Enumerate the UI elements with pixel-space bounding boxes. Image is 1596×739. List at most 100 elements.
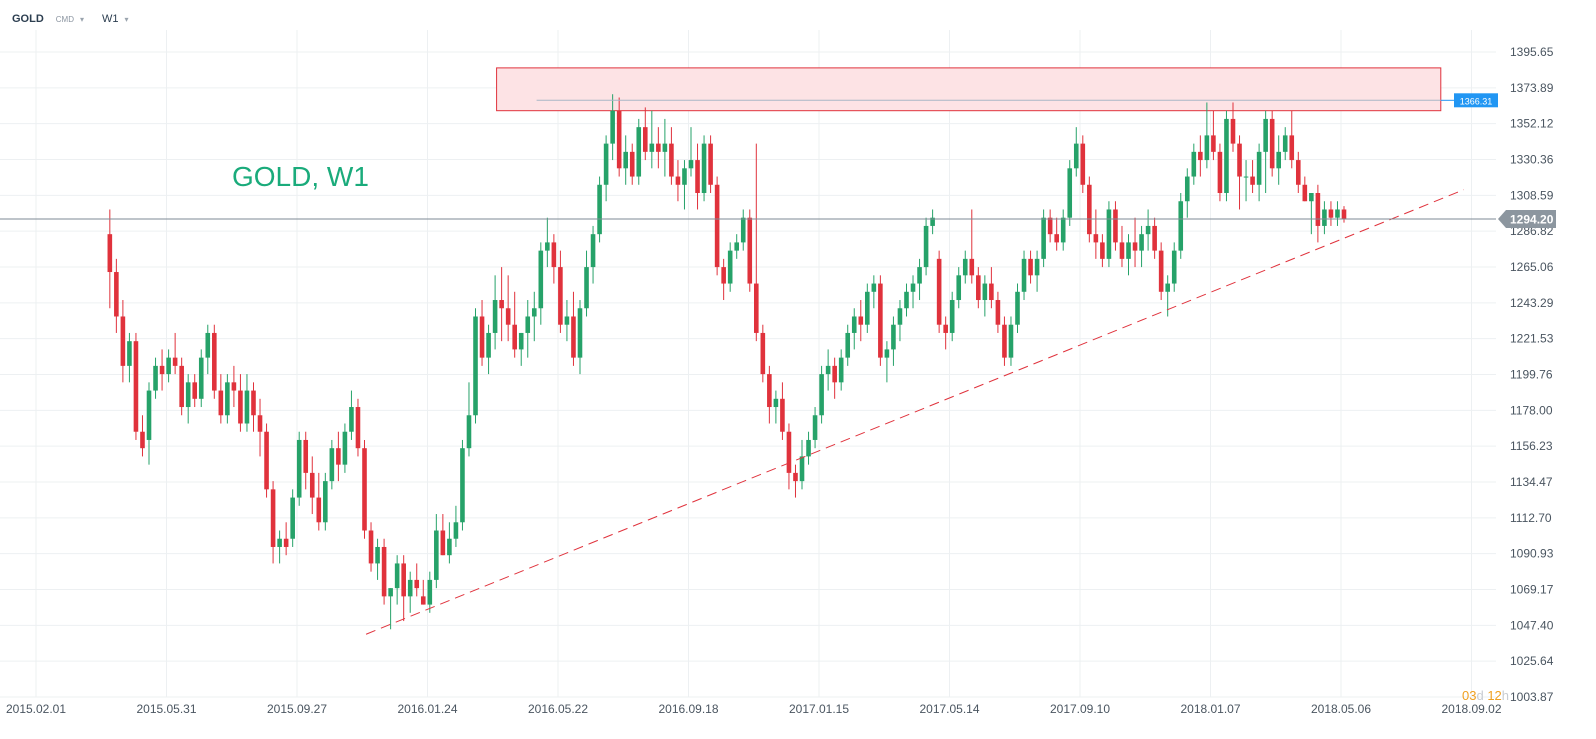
candle-bearish: [721, 267, 726, 284]
candle-bullish: [1224, 118, 1229, 194]
candle-bullish: [323, 481, 328, 523]
candle-bullish: [1041, 217, 1046, 259]
candle-bullish: [812, 415, 818, 440]
level-price-tag: [1454, 93, 1498, 108]
candle-bearish: [401, 563, 406, 597]
candle-bullish: [865, 291, 870, 325]
y-tick-label: 1352.12: [1510, 117, 1554, 131]
axis-layer: 1395.651373.891352.121330.361308.591286.…: [6, 45, 1556, 716]
candle-bullish: [1145, 225, 1151, 235]
candle-bullish: [277, 538, 282, 547]
candle-bullish: [825, 365, 831, 375]
candle-bullish: [427, 579, 433, 605]
overlay-layer: 1366.31: [0, 93, 1498, 635]
candle-bearish: [995, 300, 1001, 325]
candle-bearish: [238, 390, 243, 424]
chevron-down-icon[interactable]: ▾: [124, 14, 129, 24]
timer-hours: 12: [1487, 688, 1502, 703]
candle-bearish: [1211, 135, 1216, 152]
candle-bullish: [773, 398, 779, 408]
timer-hours-unit: h: [1501, 688, 1510, 703]
candle-bearish: [368, 530, 374, 564]
candle-bullish: [1276, 151, 1281, 169]
candle-bearish: [786, 431, 792, 473]
candle-bullish: [146, 390, 152, 440]
candle-bearish: [1328, 209, 1334, 218]
y-tick-label: 1025.64: [1510, 654, 1554, 668]
candle-bullish: [447, 538, 452, 556]
candle-bearish: [708, 143, 713, 185]
candle-bearish: [767, 374, 772, 408]
candle-bearish: [878, 283, 883, 358]
candle-bearish: [1302, 184, 1308, 202]
candle-bullish: [949, 300, 955, 333]
instrument-type-badge: CMD: [55, 14, 74, 24]
candle-bearish: [1132, 242, 1138, 251]
x-tick-label: 2018.09.02: [1441, 702, 1501, 716]
candle-bullish: [1008, 324, 1014, 358]
candle-bullish: [486, 332, 491, 358]
candle-bearish: [114, 272, 119, 317]
candle-bearish: [505, 308, 511, 325]
candle-bearish: [1295, 160, 1301, 185]
candle-bullish: [1178, 201, 1184, 251]
candle-bearish: [251, 390, 256, 416]
candle-bullish: [388, 588, 393, 597]
timeframe-selector[interactable]: W1: [102, 13, 119, 25]
candle-bullish: [1067, 168, 1073, 218]
candle-bearish: [936, 258, 942, 325]
candle-bullish: [577, 308, 583, 358]
candle-bearish: [179, 365, 184, 408]
candle-bearish: [695, 160, 700, 194]
chevron-down-icon[interactable]: ▾: [80, 14, 85, 24]
candle-bearish: [1289, 135, 1295, 161]
candle-bullish: [166, 357, 171, 375]
symbol-label[interactable]: GOLD: [12, 13, 44, 25]
candle-bearish: [571, 316, 576, 358]
candle-bearish: [257, 415, 263, 432]
candles-layer: [107, 94, 1347, 630]
candle-bullish: [727, 250, 733, 284]
candle-bullish: [688, 160, 694, 169]
candle-bearish: [1269, 118, 1275, 169]
candle-bullish: [610, 110, 615, 144]
y-tick-label: 1112.70: [1510, 511, 1552, 525]
candle-bearish: [675, 176, 681, 185]
y-tick-label: 1069.17: [1510, 582, 1554, 596]
candle-bearish: [656, 143, 661, 152]
x-tick-label: 2016.01.24: [397, 702, 457, 716]
candle-bullish: [662, 143, 668, 152]
candle-bullish: [329, 448, 335, 482]
candle-bearish: [1002, 324, 1007, 358]
bar-countdown-timer: 03d 12h: [1462, 688, 1509, 703]
candle-bearish: [669, 143, 674, 177]
chart-header: GOLD CMD ▾ W1 ▾: [12, 10, 129, 28]
candle-bearish: [1119, 242, 1125, 259]
candle-bearish: [362, 448, 367, 531]
candle-bullish: [473, 316, 478, 416]
candle-bullish: [962, 258, 968, 276]
candle-bullish: [982, 283, 988, 301]
candle-bearish: [1198, 151, 1203, 161]
support-trendline: [365, 189, 1465, 635]
candle-bearish: [1158, 250, 1164, 292]
candle-bullish: [453, 522, 459, 539]
candle-bearish: [747, 217, 753, 284]
candle-bearish: [1093, 234, 1099, 243]
candle-bullish: [871, 283, 877, 292]
candle-bullish: [342, 431, 348, 465]
candle-bearish: [231, 382, 237, 391]
candle-bullish: [1034, 258, 1040, 276]
candle-bullish: [349, 407, 354, 432]
candle-bearish: [1217, 151, 1223, 194]
candle-bullish: [636, 127, 642, 177]
candle-bullish: [1335, 209, 1340, 218]
candle-bearish: [793, 472, 798, 482]
candle-bearish: [629, 151, 635, 177]
y-tick-label: 1199.76: [1510, 368, 1553, 382]
x-tick-label: 2018.05.06: [1311, 702, 1371, 716]
candle-bearish: [1237, 143, 1242, 177]
candle-bullish: [460, 448, 465, 523]
candle-bearish: [780, 398, 785, 432]
